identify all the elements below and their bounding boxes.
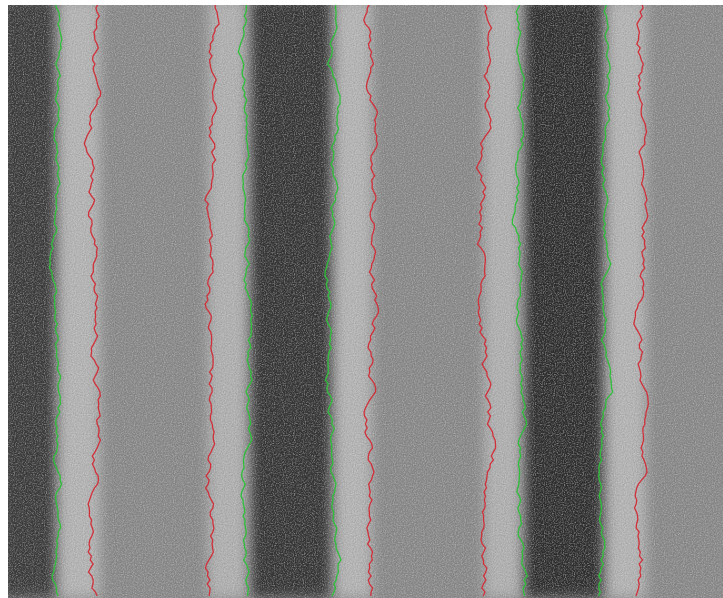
- dark-stripe: [248, 0, 334, 598]
- bright-edge: [484, 0, 522, 598]
- micrograph: [0, 0, 723, 598]
- texture: [0, 0, 723, 598]
- bright-edge: [58, 0, 100, 598]
- dark-stripe: [522, 0, 606, 598]
- dark-stripe: [0, 0, 58, 598]
- page: (() => { const svgNS = 'http://www.w3.or…: [0, 0, 723, 598]
- bright-edge: [208, 0, 248, 598]
- bright-edge: [334, 0, 372, 598]
- image-area: [0, 0, 723, 598]
